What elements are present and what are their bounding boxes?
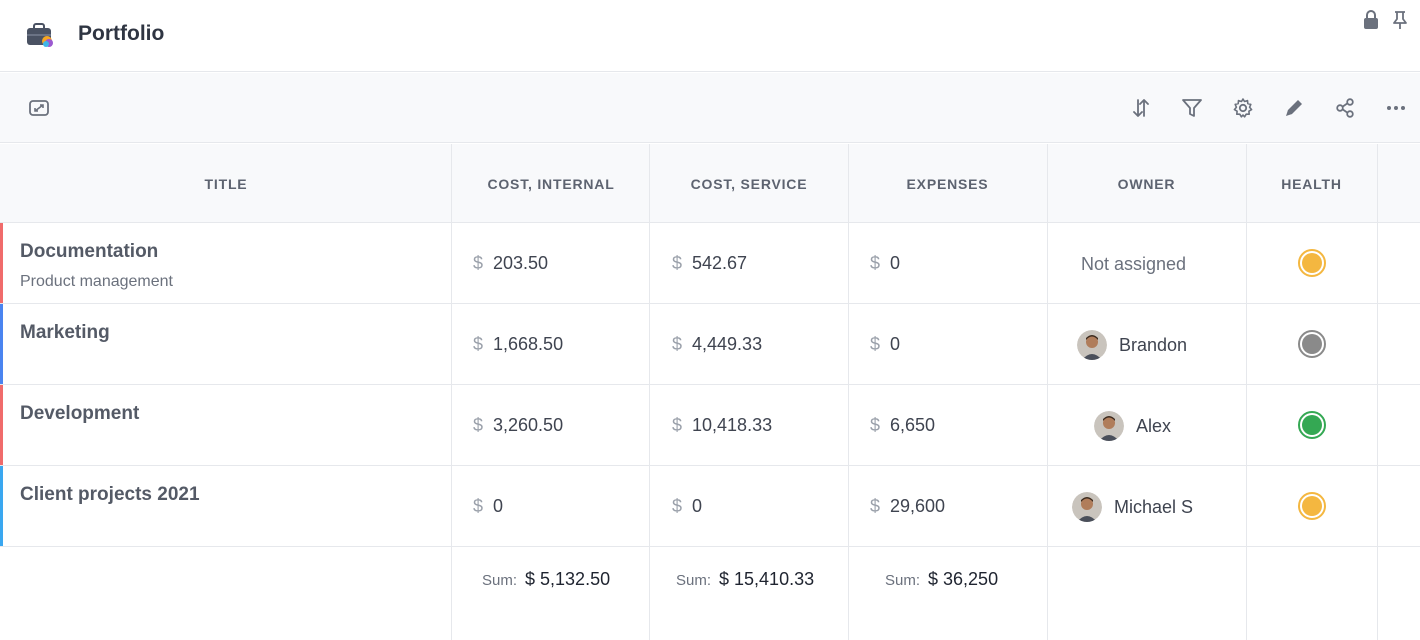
amount-value: 4,449.33	[692, 334, 763, 354]
cell-owner[interactable]: Not assigned	[1081, 249, 1186, 279]
health-dot	[1302, 496, 1322, 516]
amount-value: 203.50	[493, 253, 549, 273]
currency-symbol: $	[672, 334, 683, 354]
cell-cost-internal[interactable]: $203.50	[473, 253, 548, 274]
currency-symbol: $	[672, 415, 683, 435]
column-divider	[848, 144, 849, 640]
cell-cost-service[interactable]: $4,449.33	[672, 334, 762, 355]
row-subtitle: Product management	[20, 273, 173, 290]
title-bar: Portfolio	[0, 0, 1420, 72]
cell-cost-internal[interactable]: $0	[473, 496, 503, 517]
portfolio-table: TITLE COST, INTERNAL COST, SERVICE EXPEN…	[0, 144, 1420, 640]
cell-expenses[interactable]: $0	[870, 334, 900, 355]
currency-symbol: $	[870, 415, 881, 435]
table-header: TITLE COST, INTERNAL COST, SERVICE EXPEN…	[0, 144, 1420, 223]
amount-value: 3,260.50	[493, 415, 564, 435]
gear-icon[interactable]	[1231, 96, 1255, 120]
owner-name: Brandon	[1119, 334, 1188, 355]
currency-symbol: $	[473, 334, 484, 354]
pin-icon[interactable]	[1391, 10, 1409, 30]
currency-symbol: $	[870, 496, 881, 516]
amount-value: 1,668.50	[493, 334, 564, 354]
owner-name: Not assigned	[1081, 253, 1187, 274]
avatar	[1072, 492, 1102, 522]
table-row[interactable]: Development $3,260.50 $10,418.33 $6,650 Alex	[0, 385, 1420, 466]
briefcase-icon	[27, 23, 53, 47]
column-header-expenses[interactable]: EXPENSES	[906, 176, 989, 192]
currency-symbol: $	[473, 253, 484, 273]
column-header-cost-internal[interactable]: COST, INTERNAL	[487, 176, 615, 192]
avatar	[1077, 330, 1107, 360]
expand-icon[interactable]	[27, 96, 51, 120]
cell-cost-service[interactable]: $10,418.33	[672, 415, 772, 436]
cell-owner[interactable]: Michael S	[1072, 492, 1193, 522]
row-color-marker	[0, 385, 3, 465]
amount-value: 6,650	[890, 415, 936, 435]
row-color-marker	[0, 466, 3, 546]
currency-symbol: $	[473, 415, 484, 435]
pencil-icon[interactable]	[1282, 96, 1306, 120]
table-row[interactable]: Client projects 2021 $0 $0 $29,600 Michael S	[0, 466, 1420, 547]
cell-cost-internal[interactable]: $1,668.50	[473, 334, 563, 355]
amount-value: 542.67	[692, 253, 748, 273]
amount-value: 0	[890, 253, 901, 273]
currency-symbol: $	[672, 253, 683, 273]
table-row[interactable]: Marketing $1,668.50 $4,449.33 $0 Brandon	[0, 304, 1420, 385]
cell-owner[interactable]: Alex	[1094, 411, 1171, 441]
lock-icon[interactable]	[1362, 10, 1380, 30]
column-divider	[1246, 144, 1247, 640]
amount-value: 0	[890, 334, 901, 354]
row-color-marker	[0, 304, 3, 384]
health-dot	[1302, 253, 1322, 273]
column-header-health[interactable]: HEALTH	[1281, 176, 1342, 192]
cell-owner[interactable]: Brandon	[1077, 330, 1187, 360]
cell-expenses[interactable]: $29,600	[870, 496, 945, 517]
column-divider	[1047, 144, 1048, 640]
owner-name: Alex	[1136, 415, 1172, 436]
health-status-indicator[interactable]	[1298, 330, 1326, 358]
health-status-indicator[interactable]	[1298, 492, 1326, 520]
avatar	[1094, 411, 1124, 441]
amount-value: 29,600	[890, 496, 946, 516]
health-status-indicator[interactable]	[1298, 249, 1326, 277]
column-header-title[interactable]: TITLE	[204, 176, 248, 192]
share-icon[interactable]	[1333, 96, 1357, 120]
amount-value: 0	[493, 496, 504, 516]
amount-value: 10,418.33	[692, 415, 773, 435]
sort-icon[interactable]	[1129, 96, 1153, 120]
health-status-indicator[interactable]	[1298, 411, 1326, 439]
row-color-marker	[0, 223, 3, 303]
cell-cost-internal[interactable]: $3,260.50	[473, 415, 563, 436]
filter-icon[interactable]	[1180, 96, 1204, 120]
sum-cost-service: Sum: $ 15,410.33	[676, 569, 815, 589]
row-title[interactable]: Client projects 2021	[20, 484, 200, 505]
column-header-cost-service[interactable]: COST, SERVICE	[690, 176, 808, 192]
cell-cost-service[interactable]: $542.67	[672, 253, 747, 274]
more-icon[interactable]	[1384, 96, 1408, 120]
sum-cost-internal: Sum: $ 5,132.50	[482, 569, 611, 589]
row-title[interactable]: Development	[20, 403, 140, 424]
row-title[interactable]: Marketing	[20, 322, 110, 343]
owner-name: Michael S	[1114, 496, 1194, 517]
row-title[interactable]: Documentation	[20, 241, 159, 262]
health-dot	[1302, 334, 1322, 354]
cell-cost-service[interactable]: $0	[672, 496, 702, 517]
sum-expenses: Sum: $ 36,250	[885, 569, 999, 589]
currency-symbol: $	[473, 496, 484, 516]
column-header-owner[interactable]: OWNER	[1117, 176, 1176, 192]
amount-value: 0	[692, 496, 703, 516]
column-divider	[451, 144, 452, 640]
toolbar	[0, 73, 1420, 143]
column-divider	[1377, 144, 1378, 640]
currency-symbol: $	[870, 334, 881, 354]
table-row[interactable]: Documentation Product management $203.50 $5…	[0, 223, 1420, 304]
health-dot	[1302, 415, 1322, 435]
column-divider	[649, 144, 650, 640]
currency-symbol: $	[870, 253, 881, 273]
cell-expenses[interactable]: $0	[870, 253, 900, 274]
currency-symbol: $	[672, 496, 683, 516]
cell-expenses[interactable]: $6,650	[870, 415, 935, 436]
page-title: Portfolio	[78, 22, 165, 45]
